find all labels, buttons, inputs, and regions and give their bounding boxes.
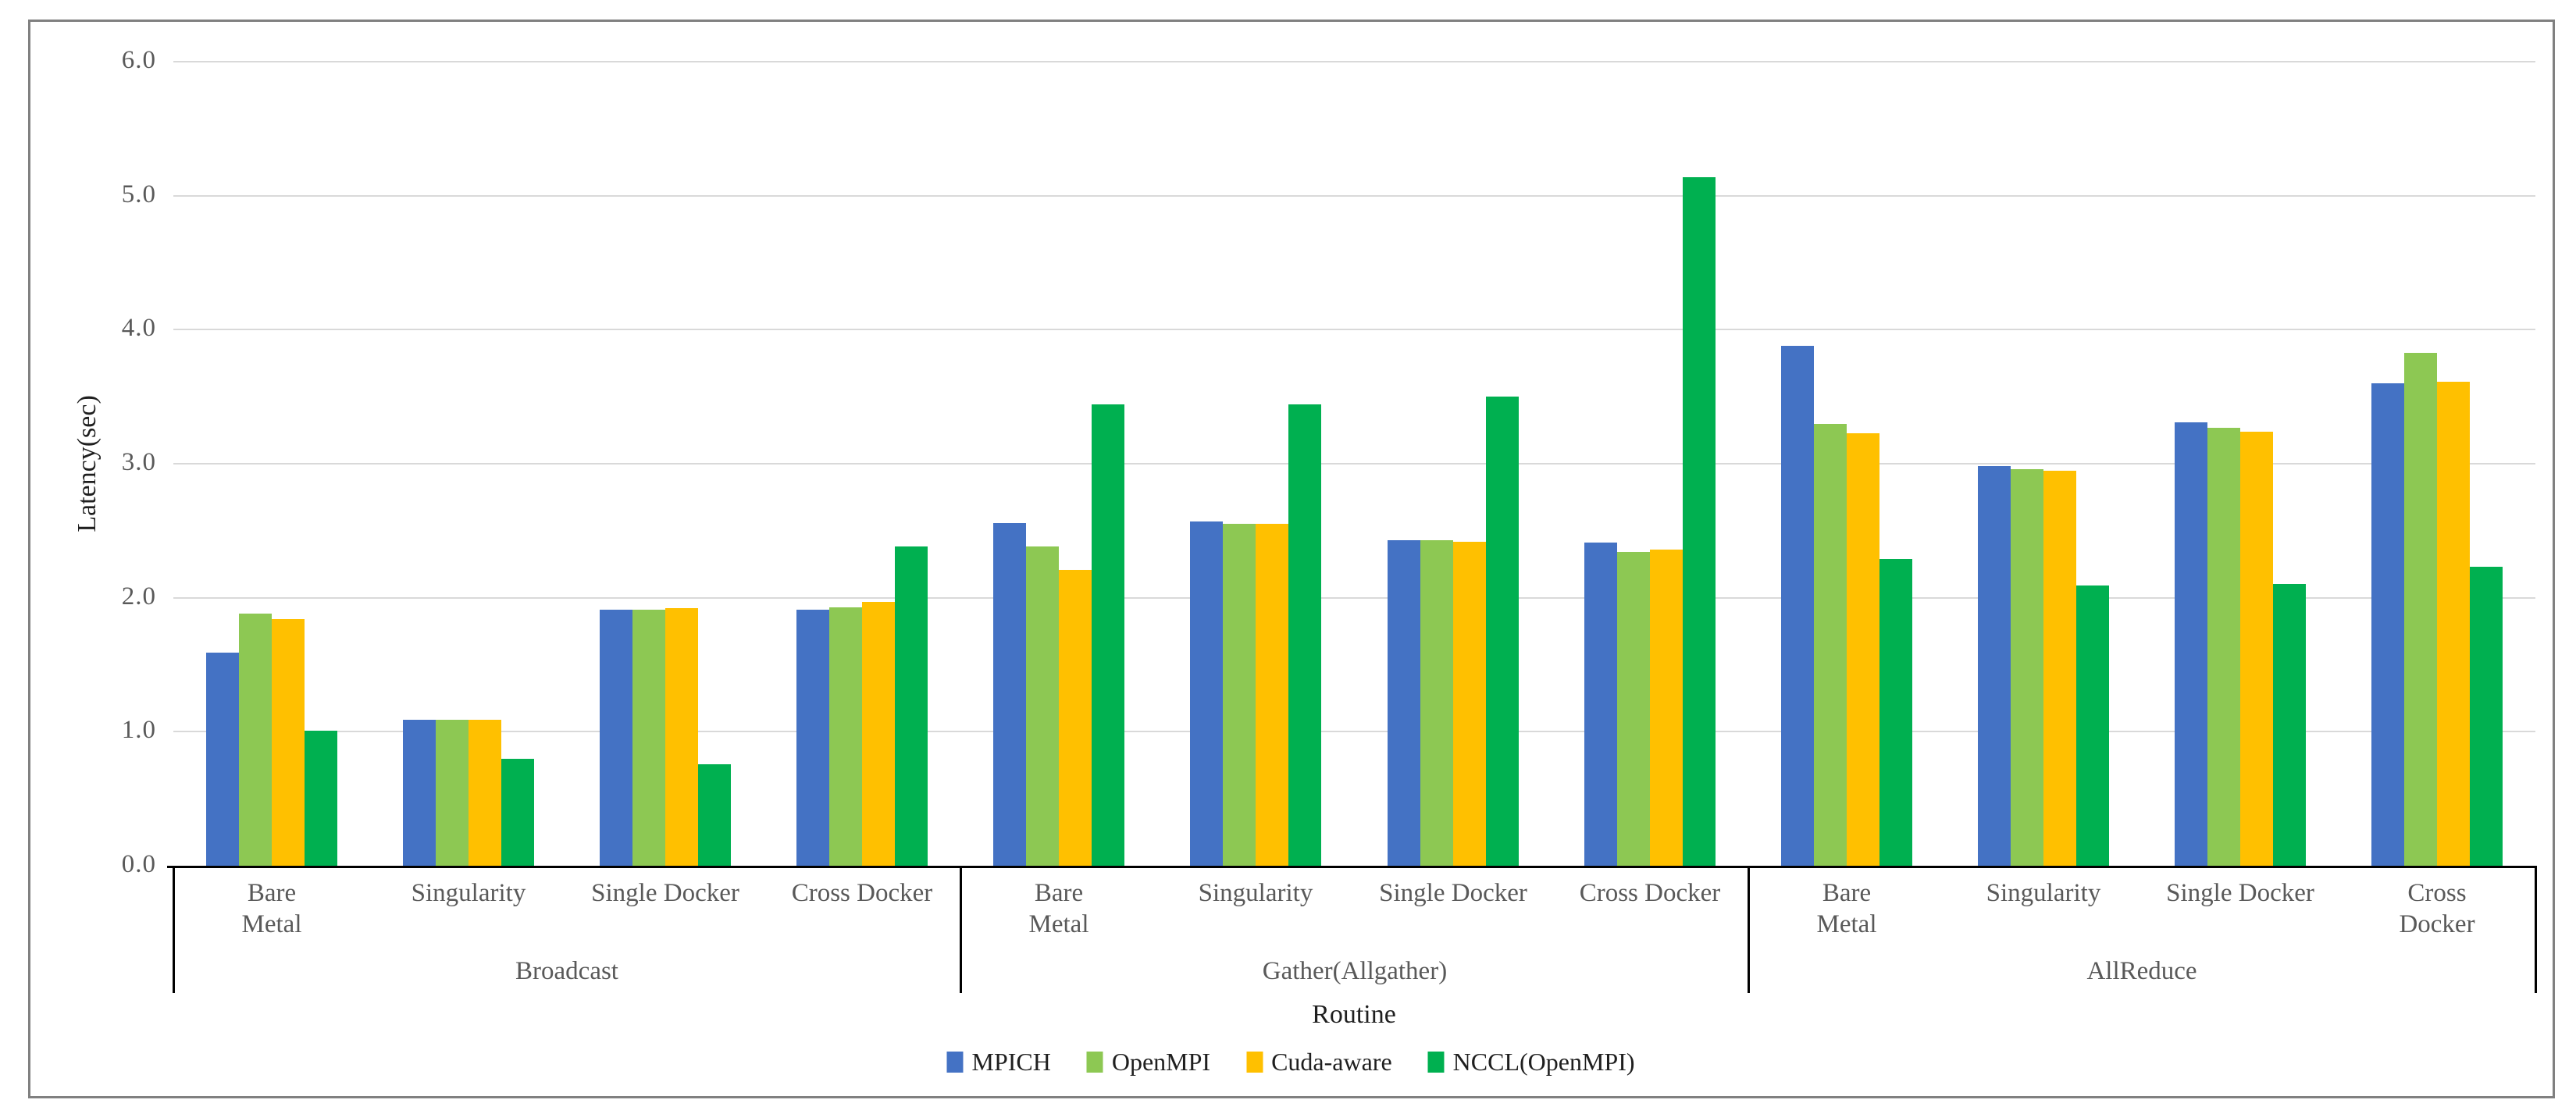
bar-Cuda-aware <box>1256 524 1288 866</box>
gridline <box>173 195 2535 197</box>
bar-MPICH <box>1978 466 2011 866</box>
category-label: Bare Metal <box>1816 879 1877 939</box>
category-label: Singularity <box>1198 879 1313 907</box>
legend-label: Cuda-aware <box>1271 1048 1392 1076</box>
bar-MPICH <box>993 523 1026 866</box>
axis-table-left-border <box>173 866 175 993</box>
group-label: Broadcast <box>515 957 618 985</box>
bar-MPICH <box>2175 422 2207 866</box>
bar-Cuda-aware <box>1059 570 1092 866</box>
category-label: Single Docker <box>591 879 739 907</box>
legend-item: Cuda-aware <box>1246 1048 1392 1077</box>
bar-NCCL(OpenMPI) <box>698 764 731 866</box>
bar-MPICH <box>796 610 829 866</box>
legend-item: MPICH <box>946 1048 1051 1077</box>
y-axis-tick-label: 3.0 <box>121 448 156 477</box>
bar-OpenMPI <box>436 720 469 866</box>
y-axis-tick-label: 0.0 <box>121 850 156 879</box>
group-divider <box>960 866 962 993</box>
group-label: AllReduce <box>2086 957 2197 985</box>
legend-label: MPICH <box>971 1048 1051 1076</box>
bar-OpenMPI <box>829 607 862 866</box>
category-label: Bare Metal <box>1028 879 1089 939</box>
bar-MPICH <box>600 610 632 866</box>
bar-NCCL(OpenMPI) <box>2470 567 2503 866</box>
gridline <box>173 597 2535 599</box>
gridline <box>173 731 2535 732</box>
bar-NCCL(OpenMPI) <box>1486 397 1519 866</box>
bar-MPICH <box>206 653 239 866</box>
y-axis-tick-label: 2.0 <box>121 582 156 611</box>
legend: MPICH OpenMPI Cuda-aware NCCL(OpenMPI) <box>946 1048 1635 1077</box>
bar-Cuda-aware <box>2240 432 2273 866</box>
bar-MPICH <box>1584 543 1617 866</box>
x-axis-line <box>167 866 2535 868</box>
bar-NCCL(OpenMPI) <box>1879 559 1912 866</box>
gridline <box>173 463 2535 464</box>
x-axis-title: Routine <box>1312 1000 1396 1029</box>
category-label: Singularity <box>1986 879 2101 907</box>
legend-marker-NCCL(OpenMPI) <box>1427 1052 1445 1073</box>
bar-NCCL(OpenMPI) <box>1288 404 1321 866</box>
bar-Cuda-aware <box>2437 382 2470 866</box>
bar-Cuda-aware <box>272 619 305 866</box>
bar-Cuda-aware <box>665 608 698 866</box>
legend-label: NCCL(OpenMPI) <box>1452 1048 1635 1076</box>
bar-Cuda-aware <box>1453 542 1486 866</box>
bar-NCCL(OpenMPI) <box>501 759 534 866</box>
category-label: Bare Metal <box>241 879 302 939</box>
bar-OpenMPI <box>1617 552 1650 866</box>
bar-NCCL(OpenMPI) <box>1683 177 1716 866</box>
legend-item: NCCL(OpenMPI) <box>1427 1048 1635 1077</box>
bar-OpenMPI <box>1420 540 1453 866</box>
bar-OpenMPI <box>1814 424 1847 866</box>
bar-OpenMPI <box>239 614 272 866</box>
gridline <box>173 329 2535 330</box>
category-label: Single Docker <box>1379 879 1527 907</box>
legend-marker-Cuda-aware <box>1246 1052 1263 1073</box>
y-axis-tick-label: 4.0 <box>121 314 156 343</box>
bar-NCCL(OpenMPI) <box>305 731 337 866</box>
bar-Cuda-aware <box>1650 550 1683 866</box>
bar-NCCL(OpenMPI) <box>895 546 928 866</box>
bar-MPICH <box>403 720 436 866</box>
category-label: Single Docker <box>2166 879 2314 907</box>
axis-table-right-border <box>2535 866 2537 993</box>
legend-label: OpenMPI <box>1111 1048 1211 1076</box>
bar-Cuda-aware <box>1847 433 1879 866</box>
bar-OpenMPI <box>2207 428 2240 866</box>
bar-MPICH <box>1388 540 1420 866</box>
group-label: Gather(Allgather) <box>1262 957 1448 985</box>
bar-Cuda-aware <box>469 720 501 866</box>
bar-Cuda-aware <box>2043 471 2076 866</box>
bar-Cuda-aware <box>862 602 895 866</box>
bar-MPICH <box>1190 521 1223 866</box>
bar-OpenMPI <box>2404 353 2437 866</box>
bar-NCCL(OpenMPI) <box>1092 404 1124 866</box>
bar-MPICH <box>1781 346 1814 866</box>
bar-NCCL(OpenMPI) <box>2076 585 2109 866</box>
chart-outer-border <box>28 20 2555 1098</box>
bar-OpenMPI <box>1026 546 1059 866</box>
bar-OpenMPI <box>2011 469 2043 866</box>
legend-marker-OpenMPI <box>1086 1052 1103 1073</box>
category-label: Cross Docker <box>2399 879 2475 939</box>
bar-NCCL(OpenMPI) <box>2273 584 2306 866</box>
category-label: Cross Docker <box>791 879 933 907</box>
bar-MPICH <box>2371 383 2404 866</box>
y-axis-title: Latency(sec) <box>73 395 102 532</box>
category-label: Singularity <box>411 879 526 907</box>
group-divider <box>1748 866 1750 993</box>
y-axis-tick-label: 6.0 <box>121 46 156 75</box>
y-axis-tick-label: 5.0 <box>121 180 156 209</box>
y-axis-tick-label: 1.0 <box>121 716 156 745</box>
bar-OpenMPI <box>632 610 665 866</box>
gridline <box>173 61 2535 62</box>
legend-item: OpenMPI <box>1086 1048 1211 1077</box>
legend-marker-MPICH <box>946 1052 964 1073</box>
bar-OpenMPI <box>1223 524 1256 866</box>
category-label: Cross Docker <box>1579 879 1721 907</box>
